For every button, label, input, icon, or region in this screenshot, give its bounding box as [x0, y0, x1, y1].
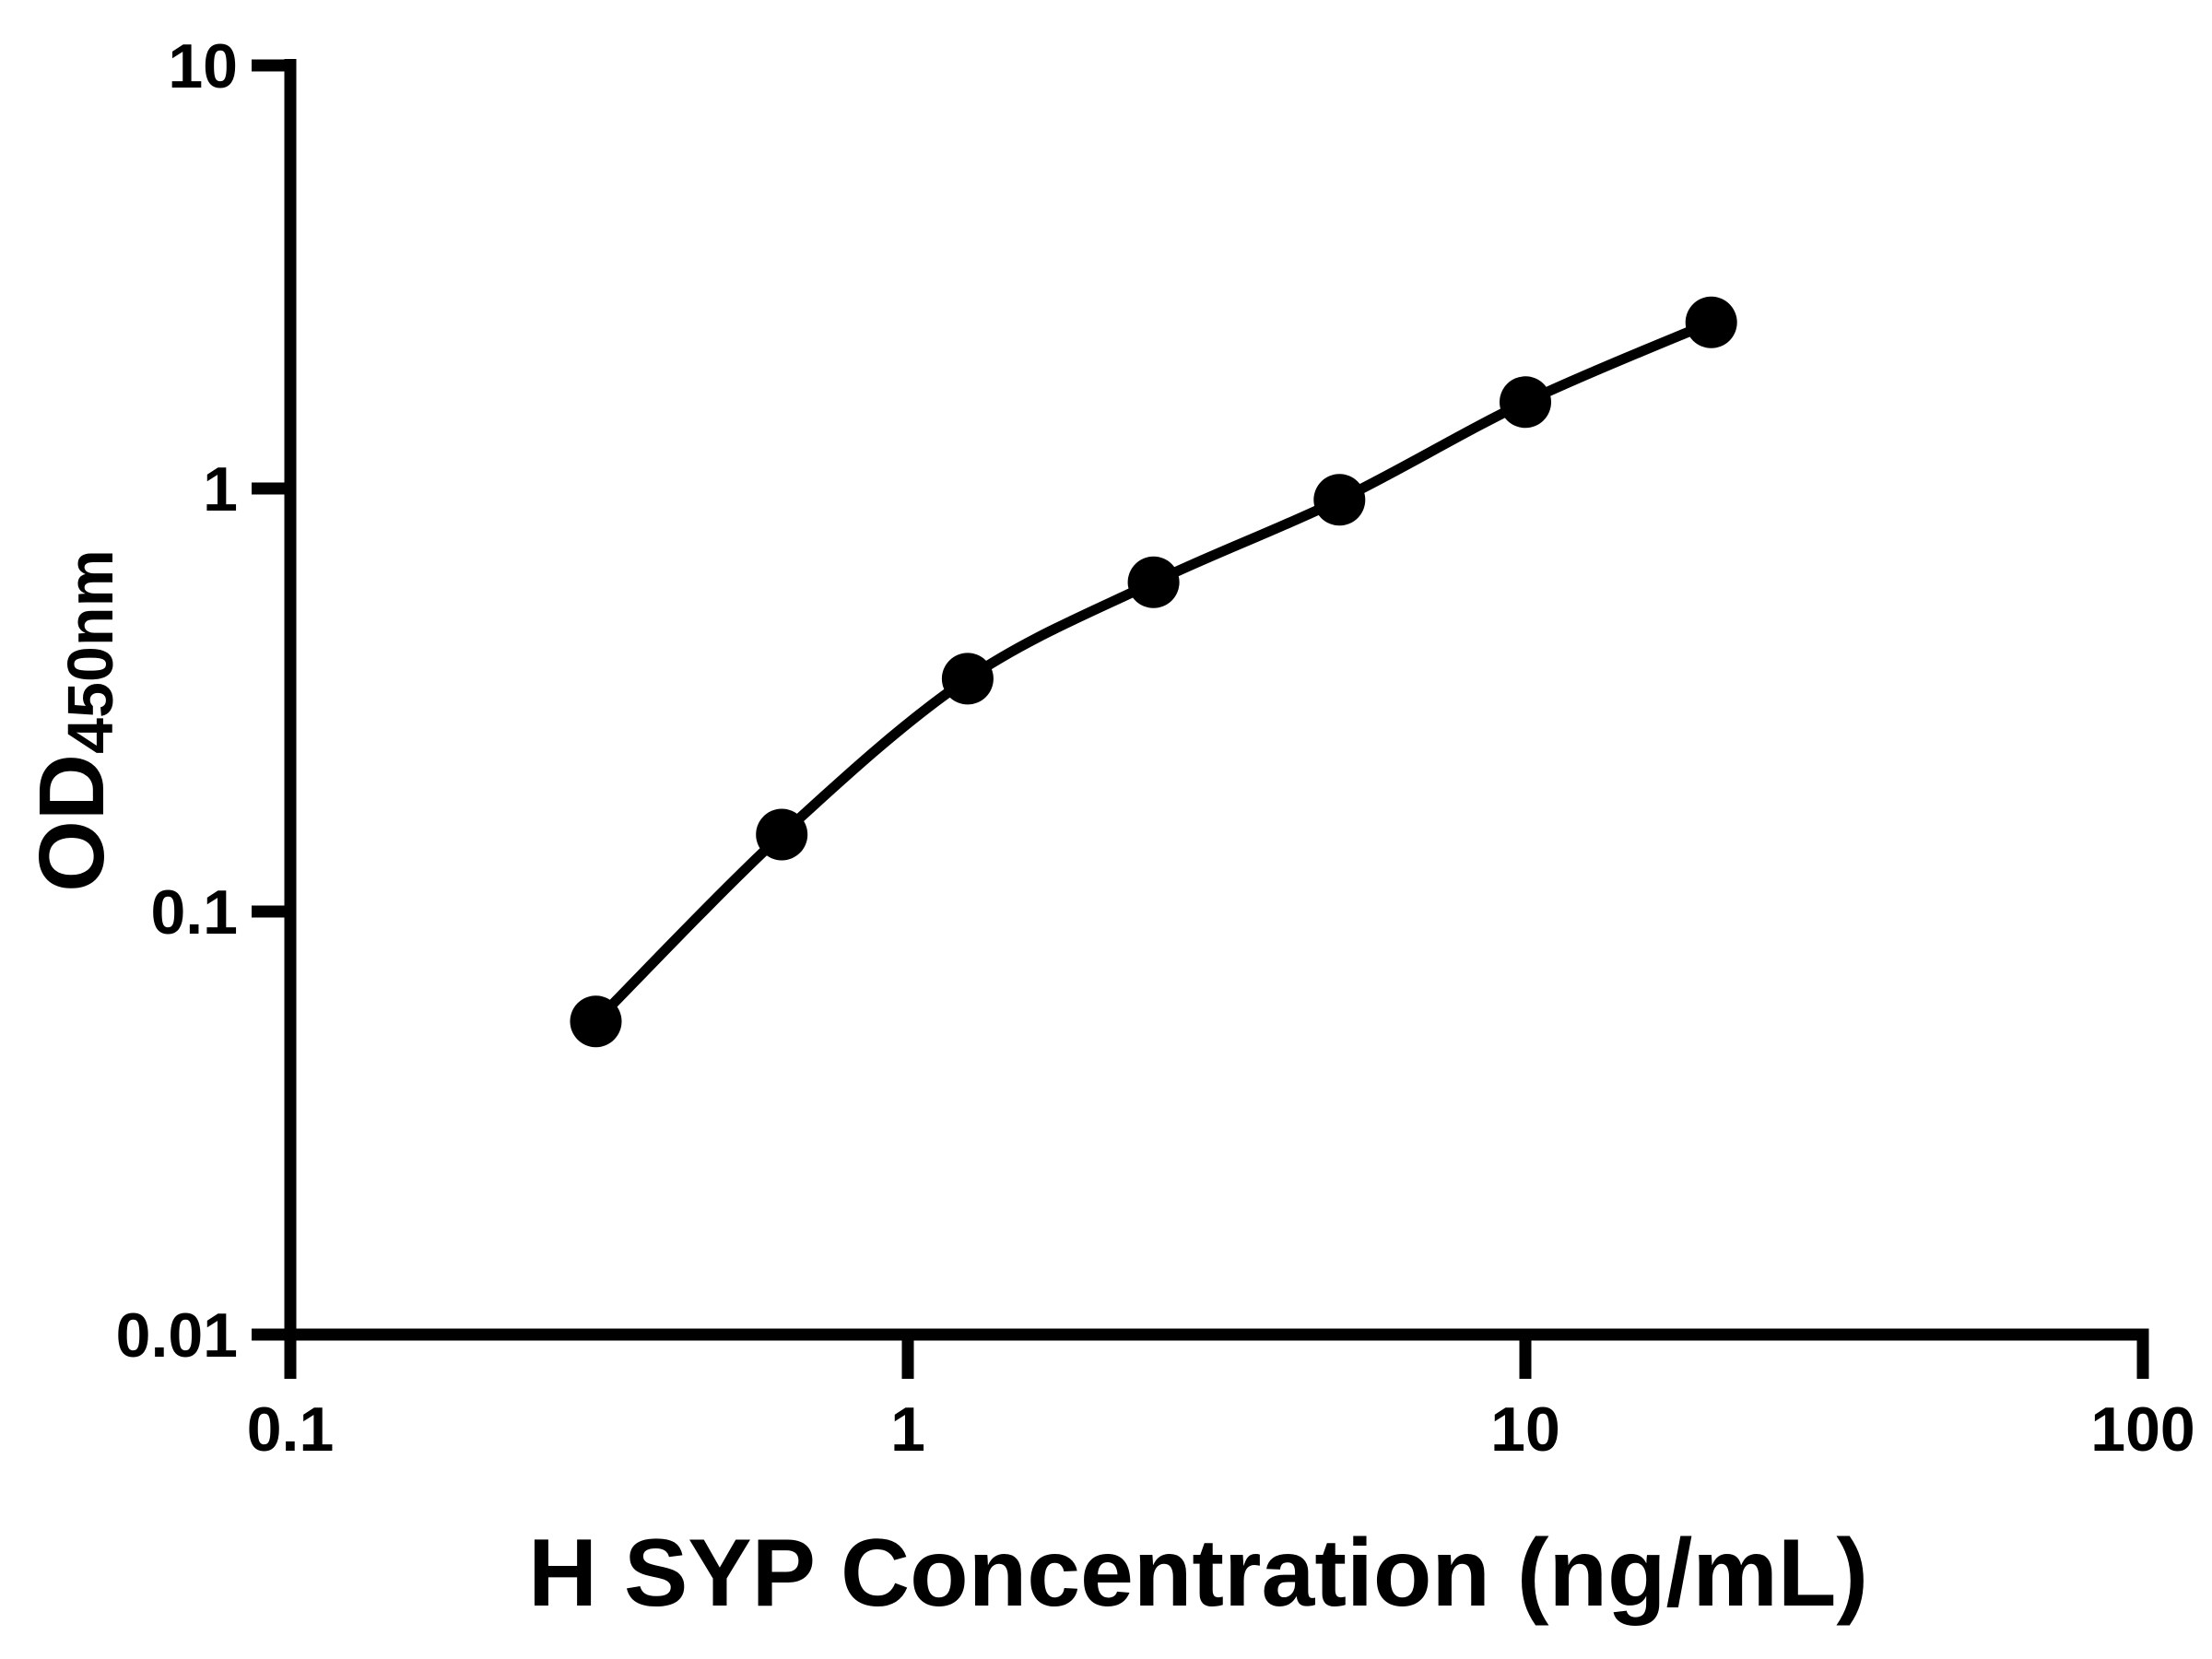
data-point-1.25	[941, 653, 994, 705]
y-tick-label-10: 10	[168, 31, 238, 101]
x-tick-label-10: 10	[1490, 1394, 1560, 1465]
x-tick-label-1: 1	[890, 1394, 925, 1465]
y-axis-title: OD450nm	[20, 549, 126, 892]
standard-curve-line	[592, 317, 1713, 1026]
x-tick-label-100: 100	[2090, 1394, 2194, 1465]
series-layer	[570, 296, 1737, 1048]
data-point-2.5	[1127, 556, 1180, 608]
axes-layer	[284, 59, 2149, 1341]
data-point-20	[1685, 296, 1737, 348]
y-tick-label-0.1: 0.1	[150, 877, 238, 947]
y-tick-label-0.01: 0.01	[116, 1300, 238, 1371]
data-point-0.3125	[570, 995, 622, 1048]
data-point-5	[1313, 474, 1366, 526]
y-axis-title-main: OD	[20, 754, 124, 892]
data-point-10	[1500, 376, 1551, 429]
y-axis-title-subscript: 450nm	[54, 549, 126, 754]
y-tick-label-1: 1	[203, 454, 238, 524]
x-tick-label-0.1: 0.1	[247, 1394, 335, 1465]
data-point-0.625	[756, 808, 808, 861]
x-axis-title: H SYP Concentration (ng/mL)	[528, 1520, 1868, 1627]
tick-layer	[252, 59, 2149, 1379]
